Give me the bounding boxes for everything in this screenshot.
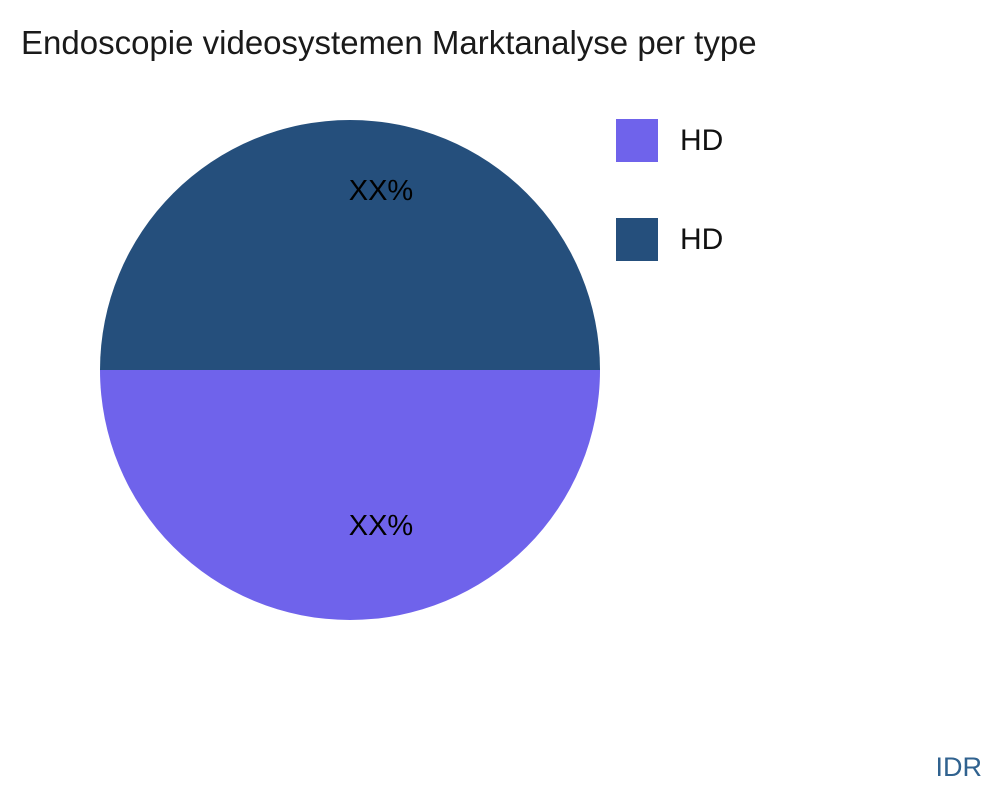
pie-slice-label-2: XX% [349, 175, 413, 207]
legend-item-1: HD [616, 119, 723, 162]
legend-label-1: HD [680, 124, 724, 157]
legend-item-2: HD [616, 218, 723, 261]
pie-slice-1 [100, 370, 600, 620]
pie-slice-label-1: XX% [349, 510, 413, 542]
pie-chart-svg: XX% XX% [100, 120, 600, 620]
pie-slice-2 [100, 120, 600, 370]
legend-swatch-2 [616, 218, 658, 261]
chart-title: Endoscopie videosystemen Marktanalyse pe… [21, 24, 757, 61]
pie-labels: XX% XX% [349, 175, 413, 542]
pie-chart: XX% XX% [100, 120, 600, 620]
legend: HD HD [616, 119, 723, 317]
legend-swatch-1 [616, 119, 658, 162]
legend-label-2: HD [680, 223, 724, 256]
pie-slices [100, 120, 600, 620]
watermark-idr: IDR [935, 752, 983, 782]
